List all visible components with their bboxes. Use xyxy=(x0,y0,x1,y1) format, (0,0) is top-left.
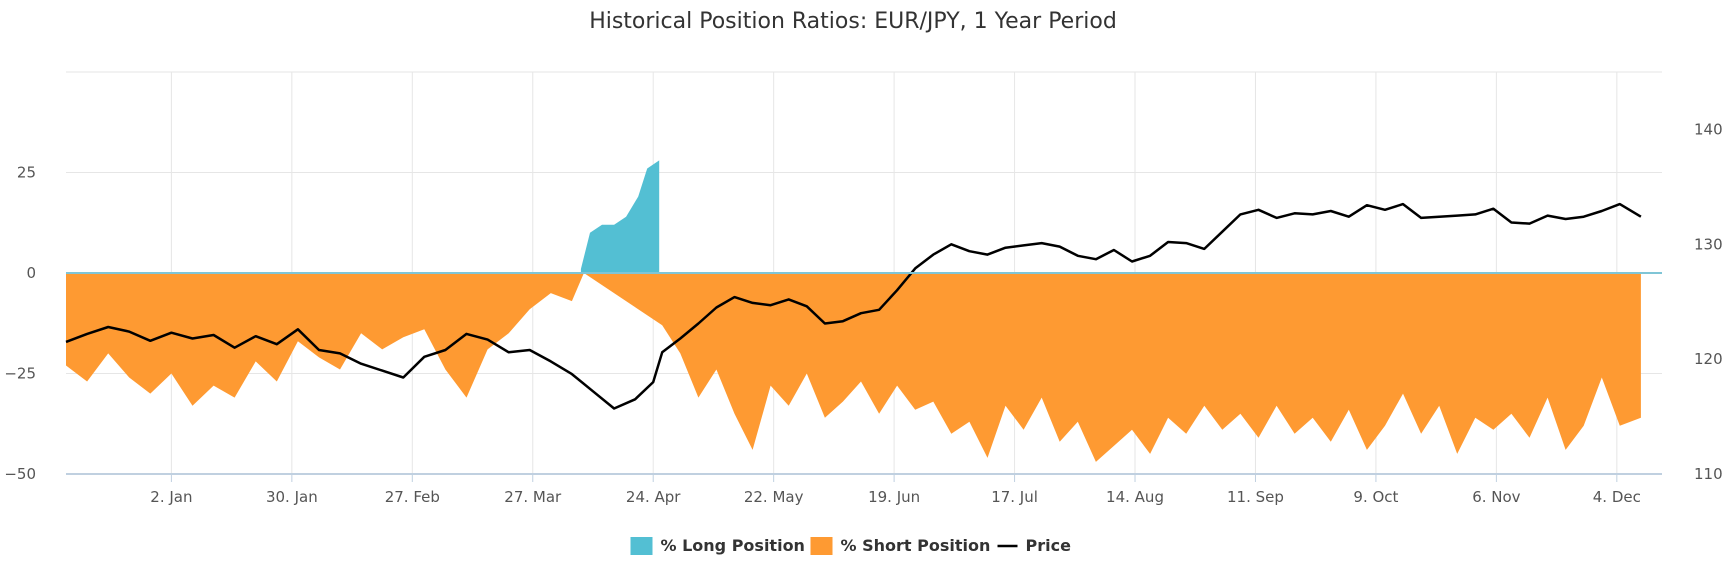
x-axis-tick-label: 24. Apr xyxy=(626,488,681,506)
x-axis-tick-label: 30. Jan xyxy=(266,488,318,506)
left-axis-tick-label: −50 xyxy=(4,465,36,483)
left-axis-tick-label: −25 xyxy=(4,365,36,383)
legend-swatch xyxy=(810,537,833,555)
right-axis-tick-label: 120 xyxy=(1694,350,1723,368)
axes: 25 0 −25 −50 140 130 120 110 2. Jan 30. Jan 27. Fe… xyxy=(4,120,1722,506)
x-axis-tick-label: 19. Jun xyxy=(868,488,920,506)
legend-label: Price xyxy=(1026,536,1072,555)
right-axis-tick-label: 110 xyxy=(1694,465,1723,483)
x-axis-tick-label: 27. Mar xyxy=(504,488,562,506)
x-axis-tick-label: 6. Nov xyxy=(1472,488,1520,506)
x-axis-tick-label: 22. May xyxy=(744,488,804,506)
x-axis-tick-label: 17. Jul xyxy=(991,488,1038,506)
x-axis-tick-label: 4. Dec xyxy=(1593,488,1641,506)
legend[interactable]: % Long Position % Short Position Price xyxy=(630,536,1072,555)
long-position-area xyxy=(580,160,660,273)
x-axis-tick-label: 11. Sep xyxy=(1227,488,1284,506)
legend-label: % Short Position xyxy=(841,536,991,555)
right-axis-tick-label: 140 xyxy=(1694,120,1723,138)
legend-label: % Long Position xyxy=(661,536,805,555)
x-axis-tick-label: 2. Jan xyxy=(150,488,192,506)
left-axis-tick-label: 0 xyxy=(26,264,36,282)
legend-swatch xyxy=(630,537,653,555)
x-axis-tick-label: 9. Oct xyxy=(1353,488,1398,506)
short-position-area xyxy=(66,273,1641,462)
price-line xyxy=(65,202,1642,410)
left-axis-tick-label: 25 xyxy=(17,164,36,182)
position-areas xyxy=(66,160,1641,462)
legend-item-short-position[interactable]: % Short Position xyxy=(810,536,991,555)
legend-item-long-position[interactable]: % Long Position xyxy=(630,536,805,555)
legend-item-price[interactable]: Price xyxy=(997,536,1072,555)
x-axis-tick-label: 14. Aug xyxy=(1106,488,1164,506)
price-line-group xyxy=(65,202,1642,410)
chart-title: Historical Position Ratios: EUR/JPY, 1 Y… xyxy=(589,9,1117,34)
right-axis-tick-label: 130 xyxy=(1694,235,1723,253)
x-axis-tick-label: 27. Feb xyxy=(385,488,440,506)
